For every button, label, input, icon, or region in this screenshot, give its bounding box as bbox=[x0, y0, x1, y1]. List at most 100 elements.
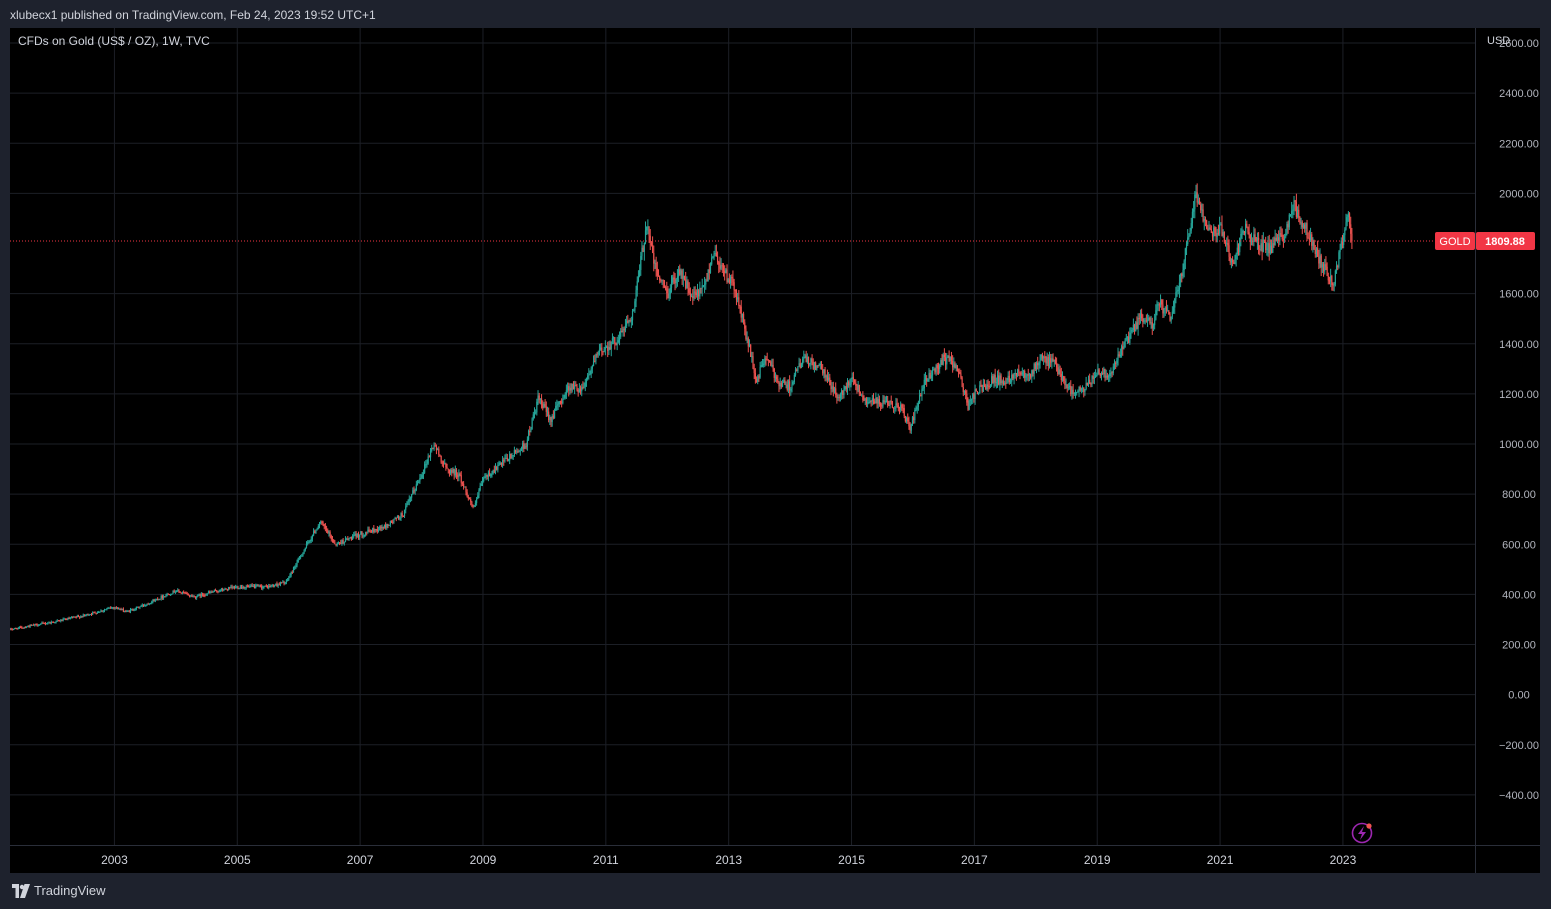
candle-body bbox=[805, 355, 807, 363]
tradingview-brand[interactable]: TradingView bbox=[12, 883, 106, 898]
candle-up bbox=[110, 606, 113, 609]
candle-body bbox=[401, 513, 403, 517]
candle-up bbox=[250, 583, 252, 588]
candle-body bbox=[823, 369, 825, 374]
candle-down bbox=[596, 351, 598, 358]
candle-body bbox=[1005, 382, 1007, 384]
candle-body bbox=[519, 450, 521, 452]
candle-up bbox=[1154, 313, 1156, 330]
candle-body bbox=[1222, 232, 1224, 236]
candle-body bbox=[811, 358, 813, 362]
candle-body bbox=[819, 364, 821, 366]
candle-body bbox=[516, 451, 518, 453]
candle-body bbox=[1054, 359, 1057, 364]
candle-down bbox=[398, 515, 400, 521]
candle-body bbox=[1211, 232, 1214, 237]
candle-up bbox=[315, 529, 317, 534]
candle-up bbox=[354, 531, 356, 537]
candle-body bbox=[346, 538, 348, 540]
candle-body bbox=[949, 356, 951, 361]
candle-up bbox=[1250, 232, 1253, 246]
candle-body bbox=[907, 417, 909, 422]
chart-frame[interactable]: 2600.00 2400.00 2200.00 2000.00 1600.00 1400.… bbox=[10, 28, 1540, 873]
candle-body bbox=[16, 628, 18, 630]
candle-down bbox=[540, 394, 543, 409]
candle-body bbox=[1068, 385, 1071, 388]
candle-body bbox=[719, 264, 721, 269]
candle-body bbox=[259, 585, 262, 587]
candle-down bbox=[883, 395, 885, 405]
candle-body bbox=[1220, 224, 1222, 226]
candle-body bbox=[758, 376, 760, 378]
candle-body bbox=[362, 535, 364, 537]
candle-body bbox=[331, 539, 334, 541]
candle-down bbox=[980, 379, 982, 387]
candle-body bbox=[649, 235, 651, 243]
candle-down bbox=[570, 383, 572, 394]
candle-down bbox=[1063, 375, 1065, 384]
candle-body bbox=[993, 374, 995, 384]
candle-body bbox=[337, 542, 339, 544]
candle-body bbox=[1007, 375, 1009, 381]
candle-body bbox=[972, 393, 974, 399]
lightning-bolt-icon[interactable] bbox=[1351, 822, 1373, 844]
candle-body bbox=[361, 531, 363, 536]
candle-body bbox=[24, 627, 26, 629]
candle-down bbox=[493, 465, 495, 474]
candle-body bbox=[1208, 227, 1210, 230]
candle-body bbox=[446, 467, 448, 469]
candle-up bbox=[963, 390, 966, 396]
candle-body bbox=[1334, 270, 1336, 285]
candle-body bbox=[669, 287, 671, 294]
candle-body bbox=[135, 606, 137, 610]
candle-down bbox=[330, 534, 332, 542]
candle-body bbox=[829, 377, 831, 385]
candle-up bbox=[1001, 379, 1003, 388]
candle-down bbox=[650, 241, 653, 247]
candle-body bbox=[290, 572, 292, 576]
candle-body bbox=[1328, 280, 1331, 282]
candle-body bbox=[579, 388, 582, 392]
candle-down bbox=[87, 613, 89, 616]
candle-up bbox=[639, 264, 641, 278]
price-chart[interactable]: 2600.002400.002200.002000.001600.001400.… bbox=[10, 28, 1540, 873]
candle-up bbox=[431, 444, 433, 453]
candle-down bbox=[811, 354, 813, 366]
candle-down bbox=[674, 273, 676, 291]
candle-up bbox=[646, 226, 648, 235]
candle-down bbox=[211, 590, 213, 593]
candle-body bbox=[604, 347, 606, 350]
candle-down bbox=[278, 582, 280, 586]
candle-down bbox=[28, 625, 30, 628]
candle-body bbox=[921, 389, 923, 397]
candle-up bbox=[362, 532, 364, 539]
candle-body bbox=[299, 556, 302, 558]
candle-body bbox=[550, 416, 552, 422]
candle-body bbox=[1281, 234, 1283, 240]
candle-up bbox=[955, 363, 957, 372]
candle-up bbox=[1065, 378, 1067, 389]
candle-up bbox=[889, 400, 891, 409]
candle-body bbox=[197, 594, 199, 597]
candle-up bbox=[915, 405, 917, 412]
candle-body bbox=[578, 388, 580, 393]
candle-down bbox=[848, 380, 850, 388]
candle-body bbox=[220, 588, 223, 590]
candle-down bbox=[724, 265, 726, 281]
candle-body bbox=[836, 394, 838, 399]
price-scale-labels: 2600.002400.002200.002000.001600.001400.… bbox=[1499, 38, 1539, 802]
candle-body bbox=[954, 363, 956, 369]
candle-up bbox=[1125, 333, 1127, 342]
candle-down bbox=[1118, 351, 1120, 358]
candle-up bbox=[871, 394, 873, 406]
candle-body bbox=[276, 583, 278, 586]
candle-up bbox=[1091, 375, 1093, 388]
candle-body bbox=[872, 398, 875, 402]
candle-body bbox=[236, 586, 238, 588]
candle-body bbox=[225, 588, 227, 590]
candle-body bbox=[425, 464, 427, 466]
candle-down bbox=[453, 468, 455, 480]
candle-up bbox=[379, 525, 381, 531]
candle-up bbox=[1230, 258, 1233, 269]
candle-down bbox=[957, 368, 960, 378]
